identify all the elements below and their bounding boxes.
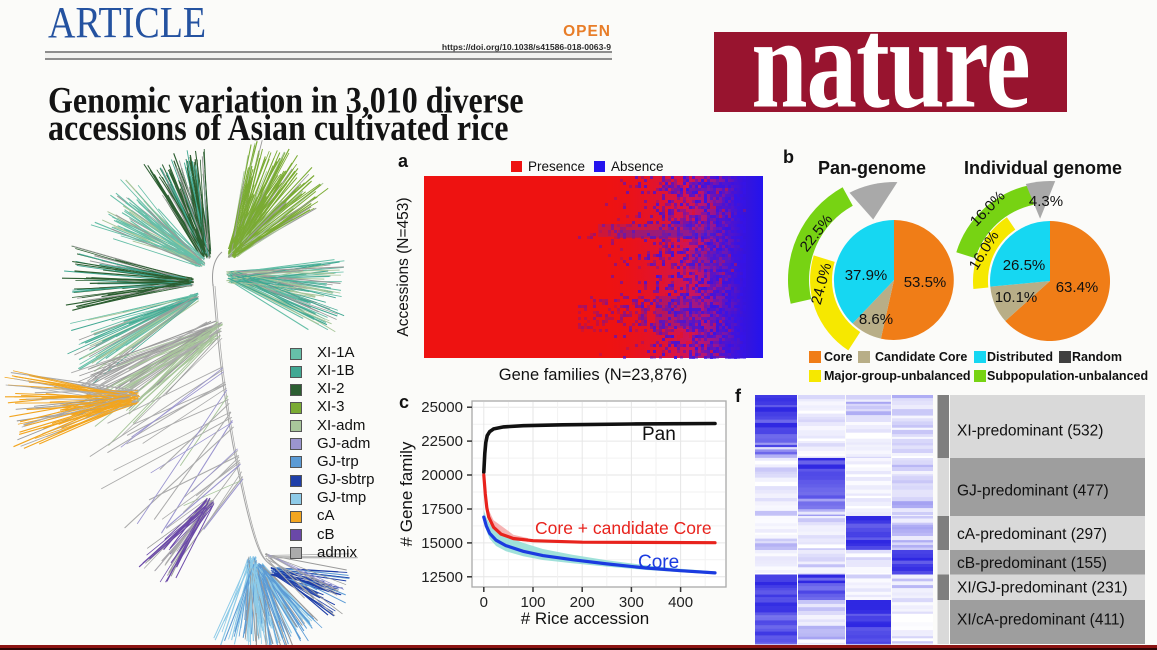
svg-text:# Gene family: # Gene family bbox=[397, 441, 416, 546]
svg-text:26.5%: 26.5% bbox=[1003, 257, 1046, 274]
svg-text:cA-predominant (297): cA-predominant (297) bbox=[957, 526, 1107, 543]
svg-text:Core: Core bbox=[638, 552, 679, 573]
svg-text:53.5%: 53.5% bbox=[904, 274, 947, 291]
svg-text:f: f bbox=[735, 386, 742, 406]
svg-text:GJ-predominant (477): GJ-predominant (477) bbox=[957, 483, 1109, 500]
svg-text:100: 100 bbox=[520, 594, 545, 611]
svg-text:25000: 25000 bbox=[421, 399, 463, 416]
svg-text:8.6%: 8.6% bbox=[859, 311, 893, 328]
svg-text:c: c bbox=[399, 392, 409, 412]
svg-text:b: b bbox=[783, 147, 794, 167]
svg-text:0: 0 bbox=[480, 594, 488, 611]
svg-text:# Rice accession: # Rice accession bbox=[521, 609, 650, 628]
svg-text:20000: 20000 bbox=[421, 467, 463, 484]
svg-text:XI/cA-predominant (411): XI/cA-predominant (411) bbox=[957, 612, 1125, 629]
svg-text:15000: 15000 bbox=[421, 535, 463, 552]
svg-text:63.4%: 63.4% bbox=[1056, 279, 1099, 296]
svg-text:37.9%: 37.9% bbox=[845, 267, 888, 284]
svg-text:XI/GJ-predominant (231): XI/GJ-predominant (231) bbox=[957, 580, 1128, 597]
svg-text:17500: 17500 bbox=[421, 501, 463, 518]
svg-text:22500: 22500 bbox=[421, 433, 463, 450]
svg-text:10.1%: 10.1% bbox=[995, 289, 1038, 306]
svg-text:Pan: Pan bbox=[642, 424, 676, 445]
svg-text:Core + candidate Core: Core + candidate Core bbox=[535, 518, 712, 538]
svg-text:Pan-genome: Pan-genome bbox=[818, 158, 926, 178]
svg-text:200: 200 bbox=[570, 594, 595, 611]
svg-text:Individual genome: Individual genome bbox=[964, 158, 1122, 178]
svg-text:400: 400 bbox=[668, 594, 693, 611]
svg-text:12500: 12500 bbox=[421, 569, 463, 586]
svg-text:cB-predominant (155): cB-predominant (155) bbox=[957, 555, 1107, 572]
svg-text:XI-predominant (532): XI-predominant (532) bbox=[957, 423, 1103, 440]
svg-text:300: 300 bbox=[619, 594, 644, 611]
svg-text:4.3%: 4.3% bbox=[1029, 193, 1063, 210]
